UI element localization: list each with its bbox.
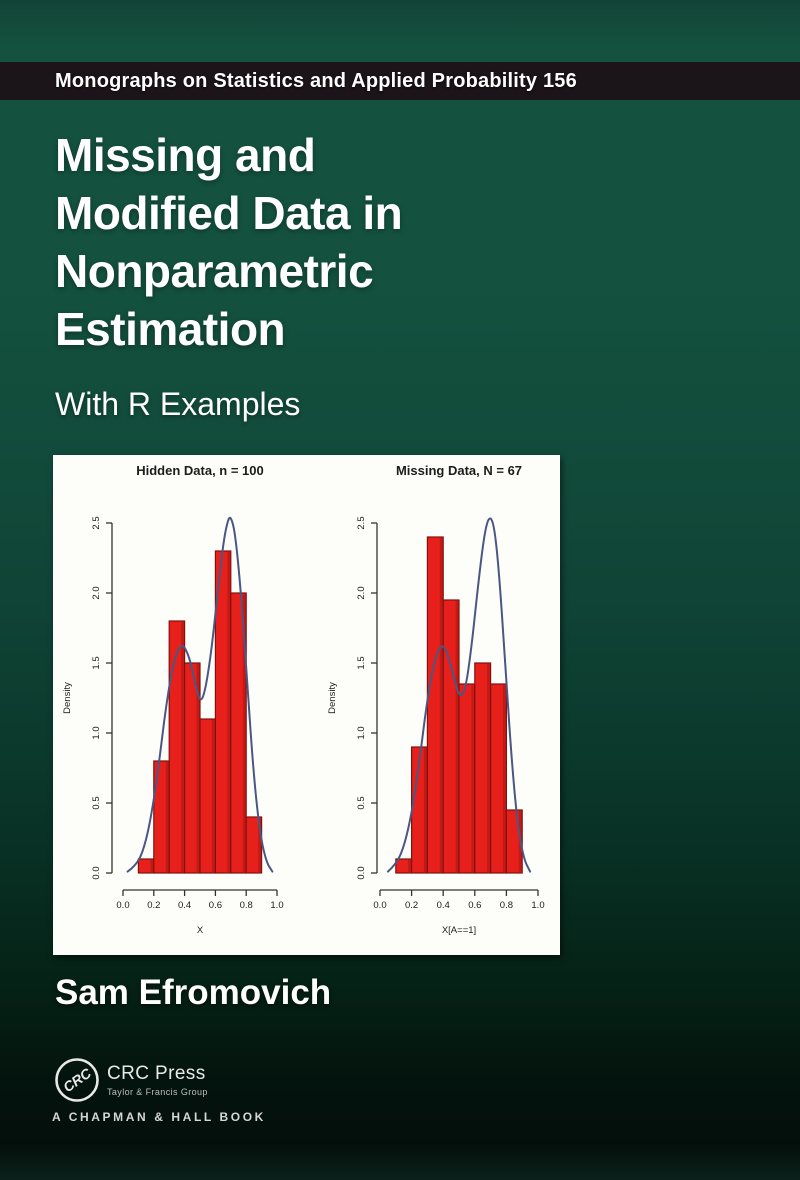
x-axis-label: X[A==1] xyxy=(442,925,476,936)
y-tick-label: 0.5 xyxy=(91,796,102,809)
hidden-data-plot: 0.0 0.5 1.0 1.5 2.0 2.5 0.0 0.2 0.4 0.6 0.8 1.0 Dens… xyxy=(62,463,284,936)
y-tick-label: 1.5 xyxy=(91,656,102,669)
crc-press-logo: CRC xyxy=(53,1056,101,1104)
y-tick-label: 2.0 xyxy=(91,586,102,599)
histogram-bar-shade xyxy=(408,860,412,872)
x-tick-label: 0.4 xyxy=(178,900,191,911)
histogram-bar-shade xyxy=(227,552,231,872)
imprint-line: A CHAPMAN & HALL BOOK xyxy=(52,1110,266,1124)
density-curve xyxy=(386,517,532,873)
missing-data-plot: 0.0 0.5 1.0 1.5 2.0 2.5 0.0 0.2 0.4 0.6 0.8 1.0 Dens… xyxy=(327,463,545,936)
crc-logo-icon: CRC xyxy=(55,1058,99,1102)
y-tick-label: 2.0 xyxy=(356,586,367,599)
y-axis-label: Density xyxy=(62,682,73,714)
histogram-bar-shade xyxy=(258,818,262,872)
x-tick-label: 0.2 xyxy=(405,900,418,911)
y-tick-label: 1.0 xyxy=(356,726,367,739)
author-name: Sam Efromovich xyxy=(55,973,332,1012)
histogram-bar-shade xyxy=(455,601,459,872)
histogram-bar-shade xyxy=(150,860,154,872)
histogram-bar-shade xyxy=(471,685,475,872)
x-tick-label: 0.8 xyxy=(500,900,513,911)
x-tick-label: 0.0 xyxy=(373,900,386,911)
title-line-2: Modified Data in xyxy=(55,187,403,239)
y-tick-label: 1.0 xyxy=(91,726,102,739)
y-tick-label: 2.5 xyxy=(91,516,102,529)
y-tick-label: 2.5 xyxy=(356,516,367,529)
histogram-bar-shade xyxy=(165,762,169,872)
histogram-bar-shade xyxy=(423,748,427,872)
y-axis-label: Density xyxy=(327,682,338,714)
x-tick-label: 0.2 xyxy=(147,900,160,911)
y-tick-label: 1.5 xyxy=(356,656,367,669)
histogram-bar-shade xyxy=(487,664,491,872)
histogram-bar xyxy=(490,683,508,874)
publisher-name: CRC Press xyxy=(107,1063,206,1084)
histogram-bar-shade xyxy=(242,594,246,872)
y-tick-label: 0.5 xyxy=(356,796,367,809)
x-tick-label: 1.0 xyxy=(531,900,544,911)
publisher-group: Taylor & Francis Group xyxy=(107,1087,208,1097)
histogram-bar-shade xyxy=(211,720,215,872)
histogram-bar-shade xyxy=(181,622,185,872)
title-line-4: Estimation xyxy=(55,303,286,355)
plot-title: Hidden Data, n = 100 xyxy=(136,463,264,478)
title-line-1: Missing and xyxy=(55,129,316,181)
histogram-bar-shade xyxy=(196,664,200,872)
x-tick-label: 0.6 xyxy=(209,900,222,911)
x-tick-label: 0.0 xyxy=(116,900,129,911)
x-tick-label: 0.4 xyxy=(437,900,450,911)
histogram-bar xyxy=(230,592,247,874)
plot-title: Missing Data, N = 67 xyxy=(396,463,522,478)
x-tick-label: 0.8 xyxy=(240,900,253,911)
crc-logo-text: CRC xyxy=(60,1064,95,1095)
x-tick-label: 1.0 xyxy=(270,900,283,911)
y-tick-label: 0.0 xyxy=(91,866,102,879)
y-tick-label: 0.0 xyxy=(356,866,367,879)
book-subtitle: With R Examples xyxy=(55,386,301,422)
x-axis-label: X xyxy=(197,925,204,936)
title-line-3: Nonparametric xyxy=(55,245,374,297)
histogram-figure: 0.0 0.5 1.0 1.5 2.0 2.5 0.0 0.2 0.4 0.6 0.8 1.0 Dens… xyxy=(62,463,545,936)
series-title: Monographs on Statistics and Applied Pro… xyxy=(55,69,577,92)
figure-panel: 0.0 0.5 1.0 1.5 2.0 2.5 0.0 0.2 0.4 0.6 0.8 1.0 Dens… xyxy=(53,455,560,955)
histogram-bar-shade xyxy=(439,538,443,872)
series-band: Monographs on Statistics and Applied Pro… xyxy=(0,62,800,100)
density-curve xyxy=(126,516,274,873)
book-title: Missing and Modified Data in Nonparametr… xyxy=(55,126,695,358)
x-tick-label: 0.6 xyxy=(468,900,481,911)
histogram-bar-shade xyxy=(502,685,506,872)
